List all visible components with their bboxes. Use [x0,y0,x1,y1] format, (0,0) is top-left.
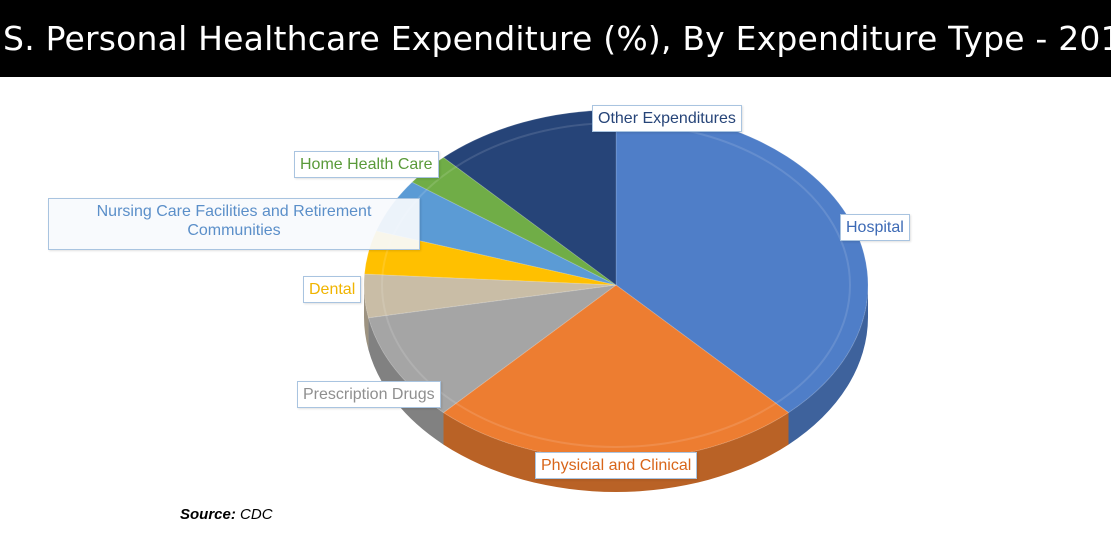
source-note: Source: CDC [180,506,273,523]
pie-side-hospital [788,285,868,445]
pie-side-prescription-drugs [368,317,444,445]
source-value: CDC [240,506,273,523]
slice-label-home-health: Home Health Care [294,151,439,179]
slice-label-prescription: Prescription Drugs [297,381,441,409]
chart-title: U.S. Personal Healthcare Expenditure (%)… [0,19,1111,58]
slice-label-other: Other Expenditures [592,105,742,133]
slice-label-nursing: Nursing Care Facilities and Retirement C… [48,198,420,250]
pie-chart [363,109,869,493]
slice-label-physician: Physicial and Clinical [535,452,698,480]
pie-slice-prescription-drugs [367,284,617,414]
source-label: Source: [180,506,236,523]
slice-label-hospital: Hospital [840,214,910,242]
title-bar: U.S. Personal Healthcare Expenditure (%)… [0,0,1111,77]
pie-side-physicial-and-clinical [443,412,789,493]
pie-slice-unlabeled-3 [363,273,617,319]
slice-label-dental: Dental [303,276,362,304]
pie-side-unlabeled-3 [364,285,369,350]
